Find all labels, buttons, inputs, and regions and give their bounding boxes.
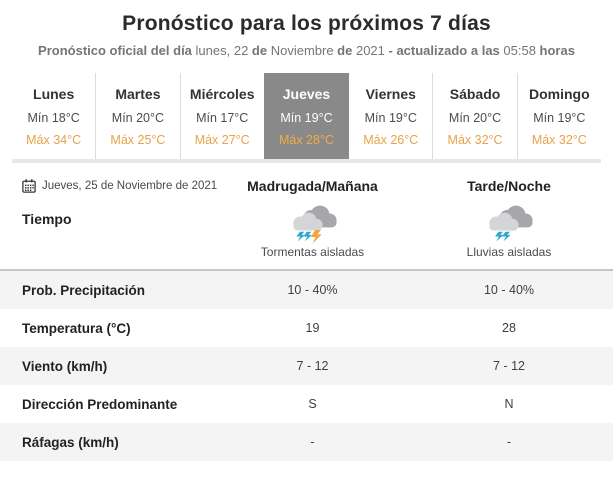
row-label: Temperatura (°C) (22, 320, 131, 336)
column-header-afternoon: Tarde/Noche (467, 178, 551, 194)
subtitle-segment: - actualizado a las (388, 43, 504, 58)
row-label: Viento (km/h) (22, 358, 108, 374)
row-label: Prob. Precipitación (22, 282, 146, 298)
row-value-morning: - (310, 435, 315, 449)
row-value-afternoon: N (504, 397, 514, 411)
tab-sabado[interactable]: Sábado Mín 20°C Máx 32°C (432, 73, 517, 159)
tab-martes[interactable]: Martes Mín 20°C Máx 25°C (95, 73, 180, 159)
table-row: Dirección Predominante S N (0, 385, 613, 423)
tab-max-temp: Máx 34°C (26, 133, 82, 147)
weather-label: Tiempo (22, 211, 72, 227)
selected-date-label: Jueves, 25 de Noviembre de 2021 (42, 180, 218, 192)
weather-cell-afternoon: Lluvias aisladas (405, 203, 613, 259)
tab-max-temp: Máx 32°C (531, 133, 587, 147)
table-row: Prob. Precipitación 10 - 40% 10 - 40% (0, 271, 613, 309)
selected-date: Jueves, 25 de Noviembre de 2021 (0, 179, 220, 193)
tab-jueves[interactable]: Jueves Mín 19°C Máx 28°C (263, 73, 349, 159)
row-value-afternoon: 10 - 40% (483, 283, 535, 297)
tab-max-temp: Máx 26°C (363, 133, 419, 147)
forecast-page: Pronóstico para los próximos 7 días Pron… (0, 12, 613, 488)
weather-caption: Tormentas aisladas (260, 245, 365, 259)
subtitle-segment: lunes, 22 (195, 43, 252, 58)
row-value-afternoon: 7 - 12 (493, 359, 525, 373)
tab-lunes[interactable]: Lunes Mín 18°C Máx 34°C (12, 73, 96, 159)
row-value-morning: 10 - 40% (287, 283, 338, 297)
subtitle-segment: de (251, 43, 271, 58)
tab-min-temp: Mín 20°C (448, 110, 502, 125)
subtitle-segment: 05:58 (503, 43, 540, 58)
column-header-morning: Madrugada/Mañana (247, 178, 378, 194)
tab-day-label: Miércoles (189, 86, 255, 102)
tab-viernes[interactable]: Viernes Mín 19°C Máx 26°C (348, 73, 433, 159)
row-value-morning: 19 (305, 321, 320, 335)
tab-day-label: Jueves (282, 86, 331, 102)
weather-caption: Lluvias aisladas (466, 245, 552, 259)
table-row: Ráfagas (km/h) - - (0, 423, 613, 461)
storm-cloud-icon (292, 205, 337, 244)
table-row: Temperatura (°C) 19 28 (0, 309, 613, 347)
forecast-data-table: Prob. Precipitación 10 - 40% 10 - 40% Te… (0, 269, 613, 461)
tab-min-temp: Mín 20°C (111, 110, 165, 125)
row-label: Ráfagas (km/h) (22, 434, 119, 450)
tab-min-temp: Mín 17°C (196, 110, 249, 125)
tab-day-label: Domingo (529, 86, 590, 102)
subtitle-segment: Pronóstico oficial del día (38, 43, 196, 58)
tab-max-temp: Máx 25°C (110, 133, 166, 147)
tab-miercoles[interactable]: Miércoles Mín 17°C Máx 27°C (179, 73, 264, 159)
tab-max-temp: Máx 27°C (194, 133, 250, 147)
subtitle-segment: Noviembre (270, 43, 338, 58)
forecast-subtitle: Pronóstico oficial del día lunes, 22 de … (0, 43, 613, 58)
subtitle-segment: de (337, 43, 356, 58)
subtitle-segment: horas (539, 43, 575, 58)
tab-day-label: Lunes (33, 86, 75, 102)
weather-row: Tiempo Tormentas aisladas (0, 203, 613, 269)
row-value-afternoon: 28 (502, 321, 516, 335)
rain-cloud-icon (489, 205, 533, 242)
tab-day-label: Viernes (365, 86, 416, 102)
tab-min-temp: Mín 19°C (280, 110, 333, 125)
subtitle-segment: 2021 (355, 43, 389, 58)
tab-max-temp: Máx 32°C (447, 133, 503, 147)
tab-min-temp: Mín 19°C (364, 110, 417, 125)
tab-max-temp: Máx 28°C (278, 133, 334, 147)
day-tabs: Lunes Mín 18°C Máx 34°C Martes Mín 20°C … (12, 73, 601, 163)
tab-min-temp: Mín 19°C (533, 110, 586, 125)
table-row: Viento (km/h) 7 - 12 7 - 12 (0, 347, 613, 385)
row-value-afternoon: - (506, 435, 512, 449)
page-title: Pronóstico para los próximos 7 días (122, 12, 491, 35)
detail-header: Jueves, 25 de Noviembre de 2021 Madrugad… (0, 173, 613, 199)
row-value-morning: S (308, 397, 317, 411)
row-value-morning: 7 - 12 (296, 359, 329, 373)
tab-domingo[interactable]: Domingo Mín 19°C Máx 32°C (516, 73, 601, 159)
tab-min-temp: Mín 18°C (27, 110, 80, 125)
calendar-icon (22, 179, 36, 193)
weather-cell-morning: Tormentas aisladas (220, 203, 405, 259)
tab-day-label: Martes (115, 86, 161, 102)
tab-day-label: Sábado (449, 86, 501, 102)
row-label: Dirección Predominante (22, 396, 178, 412)
